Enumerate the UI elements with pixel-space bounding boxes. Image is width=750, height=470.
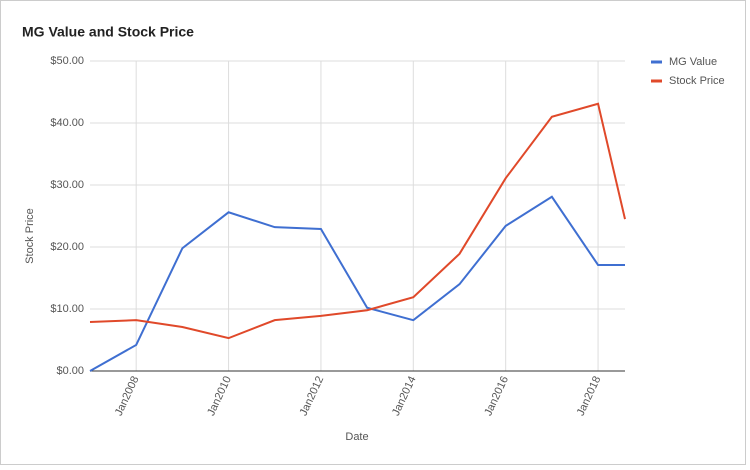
chart-title: MG Value and Stock Price [22,24,194,40]
y-tick-label: $50.00 [50,55,84,67]
y-axis-label: Stock Price [24,208,36,264]
y-tick-label: $10.00 [50,303,84,315]
y-tick-label: $40.00 [50,117,84,129]
x-axis-label: Date [345,431,368,443]
y-tick-label: $0.00 [56,365,84,377]
y-tick-label: $20.00 [50,241,84,253]
legend-label: MG Value [669,56,717,68]
series-line [89,102,626,340]
y-tick-label: $30.00 [50,179,84,191]
legend-label: Stock Price [669,75,725,87]
series-line [89,195,625,372]
